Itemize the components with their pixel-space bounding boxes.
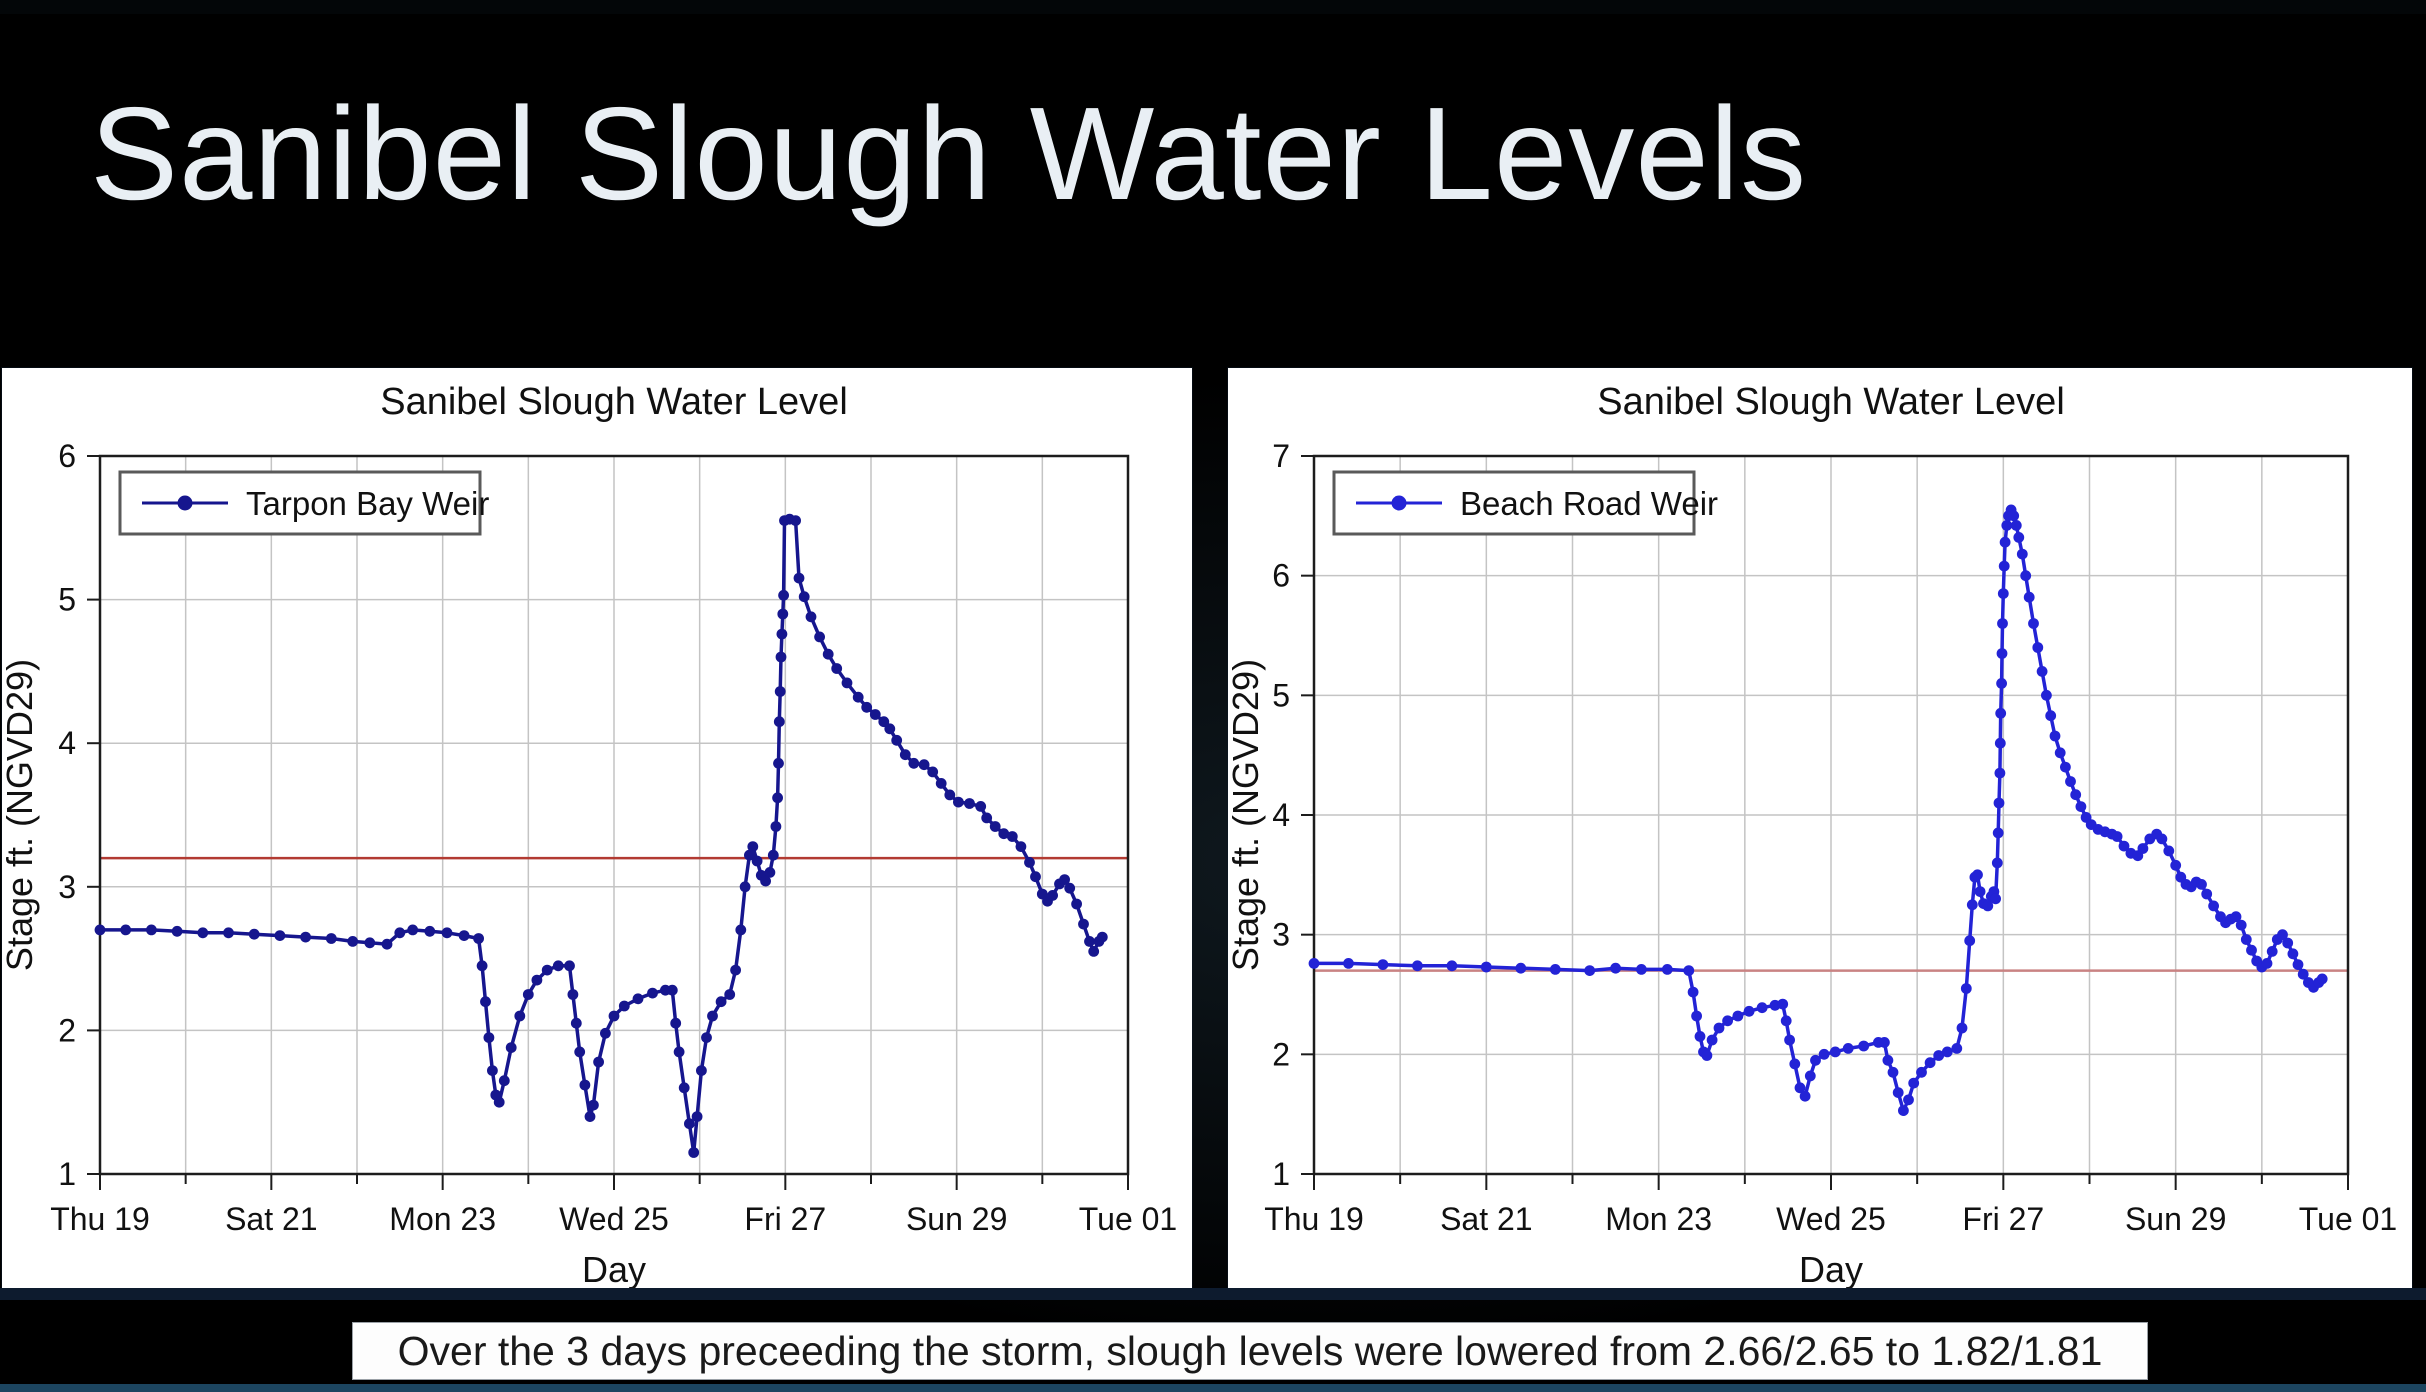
legend-label: Tarpon Bay Weir	[246, 485, 489, 522]
svg-text:3: 3	[58, 869, 76, 905]
caption-box: Over the 3 days preceeding the storm, sl…	[352, 1322, 2148, 1380]
svg-text:7: 7	[1272, 438, 1290, 474]
bottom-edge-bar	[0, 1384, 2426, 1392]
svg-text:Thu 19: Thu 19	[1264, 1201, 1364, 1237]
axis-ticks	[87, 455, 1129, 1190]
y-axis-label: Stage ft. (NGVD29)	[1228, 659, 1266, 971]
svg-text:6: 6	[1272, 558, 1290, 594]
svg-text:Wed 25: Wed 25	[559, 1201, 669, 1237]
tarpon-bay-chart-panel: 1 2 3 4 5 6 Thu 19 Sat 21 Mon 23 Wed 25 Fri 27 Sun …	[2, 368, 1192, 1288]
chart-title: Sanibel Slough Water Level	[1597, 381, 2065, 423]
caption-text: Over the 3 days preceeding the storm, sl…	[397, 1327, 2103, 1374]
svg-text:Sun 29: Sun 29	[906, 1201, 1007, 1237]
svg-text:Wed 25: Wed 25	[1776, 1201, 1886, 1237]
gridlines	[1314, 456, 2348, 1174]
svg-text:5: 5	[58, 582, 76, 618]
svg-text:Tue 01: Tue 01	[1079, 1201, 1177, 1237]
svg-text:2: 2	[1272, 1036, 1290, 1072]
axis-tick-labels: 1 2 3 4 5 6 7 Thu 19 Sat 21 Mon 23 Wed 25 Fri 27 Sun…	[1264, 438, 2397, 1237]
legend-label: Beach Road Weir	[1460, 485, 1718, 522]
svg-text:Mon 23: Mon 23	[389, 1201, 496, 1237]
svg-text:6: 6	[58, 438, 76, 474]
svg-text:Fri 27: Fri 27	[1962, 1201, 2044, 1237]
svg-text:Tue 01: Tue 01	[2299, 1201, 2397, 1237]
svg-text:4: 4	[1272, 797, 1290, 833]
panel-underline-strip	[0, 1288, 2426, 1300]
svg-text:2: 2	[58, 1012, 76, 1048]
svg-text:4: 4	[58, 725, 76, 761]
svg-text:Mon 23: Mon 23	[1605, 1201, 1712, 1237]
axis-tick-labels: 1 2 3 4 5 6 Thu 19 Sat 21 Mon 23 Wed 25 Fri 27 Sun …	[50, 438, 1177, 1237]
svg-text:3: 3	[1272, 917, 1290, 953]
svg-text:Sun 29: Sun 29	[2125, 1201, 2226, 1237]
chart-title: Sanibel Slough Water Level	[380, 381, 848, 423]
svg-text:1: 1	[1272, 1156, 1290, 1192]
svg-text:Fri 27: Fri 27	[744, 1201, 826, 1237]
beach-road-weir-chart: 1 2 3 4 5 6 7 Thu 19 Sat 21 Mon 23 Wed 25 Fri 27 Sun…	[1228, 381, 2397, 1288]
gridlines	[100, 456, 1128, 1174]
svg-text:Sat 21: Sat 21	[1440, 1201, 1533, 1237]
svg-text:1: 1	[58, 1156, 76, 1192]
data-series	[94, 513, 1108, 1158]
x-axis-label: Day	[1799, 1249, 1863, 1288]
slide-title: Sanibel Slough Water Levels	[90, 80, 1808, 227]
tarpon-bay-weir-chart: 1 2 3 4 5 6 Thu 19 Sat 21 Mon 23 Wed 25 Fri 27 Sun …	[2, 381, 1177, 1288]
y-axis-label: Stage ft. (NGVD29)	[2, 659, 40, 971]
svg-text:5: 5	[1272, 677, 1290, 713]
x-axis-label: Day	[582, 1249, 646, 1288]
beach-road-chart-panel: 1 2 3 4 5 6 7 Thu 19 Sat 21 Mon 23 Wed 25 Fri 27 Sun…	[1228, 368, 2412, 1288]
legend: Tarpon Bay Weir	[118, 470, 489, 536]
svg-text:Sat 21: Sat 21	[225, 1201, 318, 1237]
top-edge-bar	[0, 0, 2426, 14]
axis-ticks	[1301, 455, 2349, 1190]
data-series	[1308, 504, 2328, 1116]
legend: Beach Road Weir	[1332, 470, 1718, 536]
svg-text:Thu 19: Thu 19	[50, 1201, 150, 1237]
